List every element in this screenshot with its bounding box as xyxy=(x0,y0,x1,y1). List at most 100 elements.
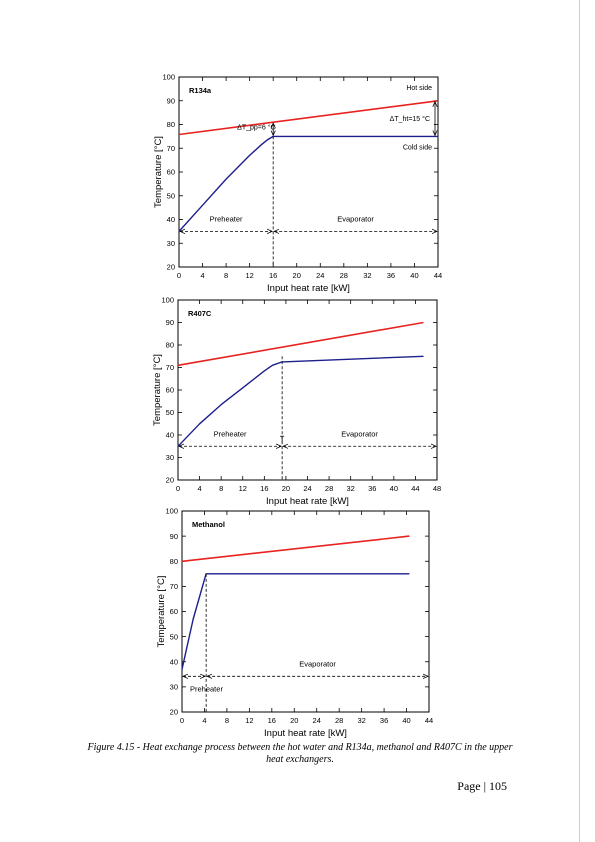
y-tick-label: 50 xyxy=(166,408,174,417)
y-tick-label: 60 xyxy=(166,386,174,395)
y-tick-label: 60 xyxy=(167,168,175,177)
y-tick-label: 20 xyxy=(167,263,175,272)
hot-side-line xyxy=(177,321,424,367)
x-tick-label: 24 xyxy=(316,271,324,280)
y-tick-label: 20 xyxy=(166,476,174,485)
figure-charts: 0 4 8 12 16 20 24 28 32 36 40 442030405060708090100… xyxy=(152,73,442,739)
cold-side-line xyxy=(177,355,424,447)
x-tick-label: 28 xyxy=(335,716,343,725)
y-tick-label: 40 xyxy=(167,215,175,224)
y-tick-label: 90 xyxy=(170,532,178,541)
delta-tpp-label: ΔT_pp=6 °C xyxy=(237,123,275,131)
cold-side-line xyxy=(178,135,438,232)
y-tick-label: 30 xyxy=(167,239,175,248)
evaporator-label: Evaporator xyxy=(337,214,374,223)
y-tick-label: 40 xyxy=(166,431,174,440)
y-tick-label: 50 xyxy=(170,632,178,641)
hot-side-label: Hot side xyxy=(406,85,432,92)
preheater-label: Preheater xyxy=(190,684,223,693)
y-axis-label: Temperature [°C] xyxy=(153,136,164,208)
y-tick-label: 80 xyxy=(166,341,174,350)
x-tick-label: 28 xyxy=(340,271,348,280)
x-tick-label: 16 xyxy=(268,716,276,725)
fluid-label: Methanol xyxy=(192,520,225,529)
page-num: 105 xyxy=(489,779,507,793)
hot-side-line xyxy=(178,100,439,136)
y-axis-label: Temperature [°C] xyxy=(152,354,163,426)
x-tick-label: 0 xyxy=(180,716,184,725)
x-tick-label: 48 xyxy=(433,484,441,493)
y-tick-label: 100 xyxy=(165,507,178,516)
x-tick-label: 36 xyxy=(368,484,376,493)
y-tick-label: 80 xyxy=(170,557,178,566)
x-tick-label: 8 xyxy=(219,484,223,493)
y-tick-label: 90 xyxy=(166,318,174,327)
figure-caption: Figure 4.15 - Heat exchange process betw… xyxy=(87,742,513,765)
x-tick-label: 40 xyxy=(402,716,410,725)
page-label: Page xyxy=(457,779,481,793)
x-tick-label: 12 xyxy=(245,716,253,725)
evaporator-label: Evaporator xyxy=(341,429,378,438)
x-tick-label: 12 xyxy=(245,271,253,280)
y-tick-label: 70 xyxy=(166,363,174,372)
y-axis-label: Temperature [°C] xyxy=(156,576,167,648)
delta-tht-label: ΔT_ht=15 °C xyxy=(390,115,430,123)
y-tick-label: 40 xyxy=(170,657,178,666)
y-tick-label: 90 xyxy=(167,96,175,105)
page-edge-line xyxy=(579,0,580,842)
x-axis-label: Input heat rate [kW] xyxy=(267,283,350,294)
x-tick-label: 32 xyxy=(363,271,371,280)
preheater-label: Preheater xyxy=(214,429,247,438)
y-tick-label: 60 xyxy=(170,607,178,616)
x-tick-label: 4 xyxy=(200,271,204,280)
y-tick-label: 70 xyxy=(167,144,175,153)
x-tick-label: 20 xyxy=(282,484,290,493)
x-tick-label: 36 xyxy=(387,271,395,280)
cold-side-line xyxy=(181,573,410,670)
y-tick-label: 50 xyxy=(167,191,175,200)
preheater-label: Preheater xyxy=(210,214,243,223)
y-tick-label: 20 xyxy=(170,708,178,717)
x-tick-label: 4 xyxy=(197,484,201,493)
x-axis-label: Input heat rate [kW] xyxy=(266,496,349,507)
chart-panel-3: 0 4 8 12 16 20 24 28 32 36 40 44 20 30 40 50 60 70 80 90 100… xyxy=(156,507,433,739)
y-tick-label: 80 xyxy=(167,120,175,129)
y-tick-label: 30 xyxy=(166,453,174,462)
fluid-label: R134a xyxy=(189,86,212,95)
x-tick-label: 16 xyxy=(260,484,268,493)
x-tick-label: 44 xyxy=(425,716,433,725)
x-tick-label: 24 xyxy=(313,716,321,725)
x-tick-label: 8 xyxy=(224,271,228,280)
x-tick-label: 32 xyxy=(357,716,365,725)
chart-panel-2: 0 4 8 12 16 20 24 28 32 36 40 44 4820304050607080901… xyxy=(152,296,441,507)
x-axis-label: Input heat rate [kW] xyxy=(264,728,347,739)
fluid-label: R407C xyxy=(188,309,212,318)
evaporator-label: Evaporator xyxy=(299,659,336,668)
x-tick-label: 40 xyxy=(390,484,398,493)
x-tick-label: 0 xyxy=(176,484,180,493)
chart-panel-1: 0 4 8 12 16 20 24 28 32 36 40 44 20 30 40 50 60 70 80 90 100… xyxy=(153,73,442,294)
x-tick-label: 16 xyxy=(269,271,277,280)
y-tick-label: 100 xyxy=(161,296,174,305)
x-tick-label: 32 xyxy=(346,484,354,493)
x-tick-label: 28 xyxy=(325,484,333,493)
plot-frame xyxy=(181,510,430,713)
x-tick-label: 20 xyxy=(290,716,298,725)
hot-side-line xyxy=(181,535,410,563)
x-tick-label: 40 xyxy=(410,271,418,280)
y-tick-label: 30 xyxy=(170,683,178,692)
x-tick-label: 20 xyxy=(293,271,301,280)
y-tick-label: 70 xyxy=(170,582,178,591)
y-tick-label: 100 xyxy=(162,73,175,82)
x-tick-label: 4 xyxy=(202,716,206,725)
x-tick-label: 12 xyxy=(239,484,247,493)
x-tick-label: 44 xyxy=(411,484,419,493)
page-number: Page | 105 xyxy=(457,779,507,794)
x-tick-label: 24 xyxy=(303,484,311,493)
x-tick-label: 44 xyxy=(434,271,442,280)
x-tick-label: 8 xyxy=(225,716,229,725)
x-tick-label: 0 xyxy=(177,271,181,280)
cold-side-label: Cold side xyxy=(403,144,432,151)
x-tick-label: 36 xyxy=(380,716,388,725)
page-separator: | xyxy=(483,779,486,793)
